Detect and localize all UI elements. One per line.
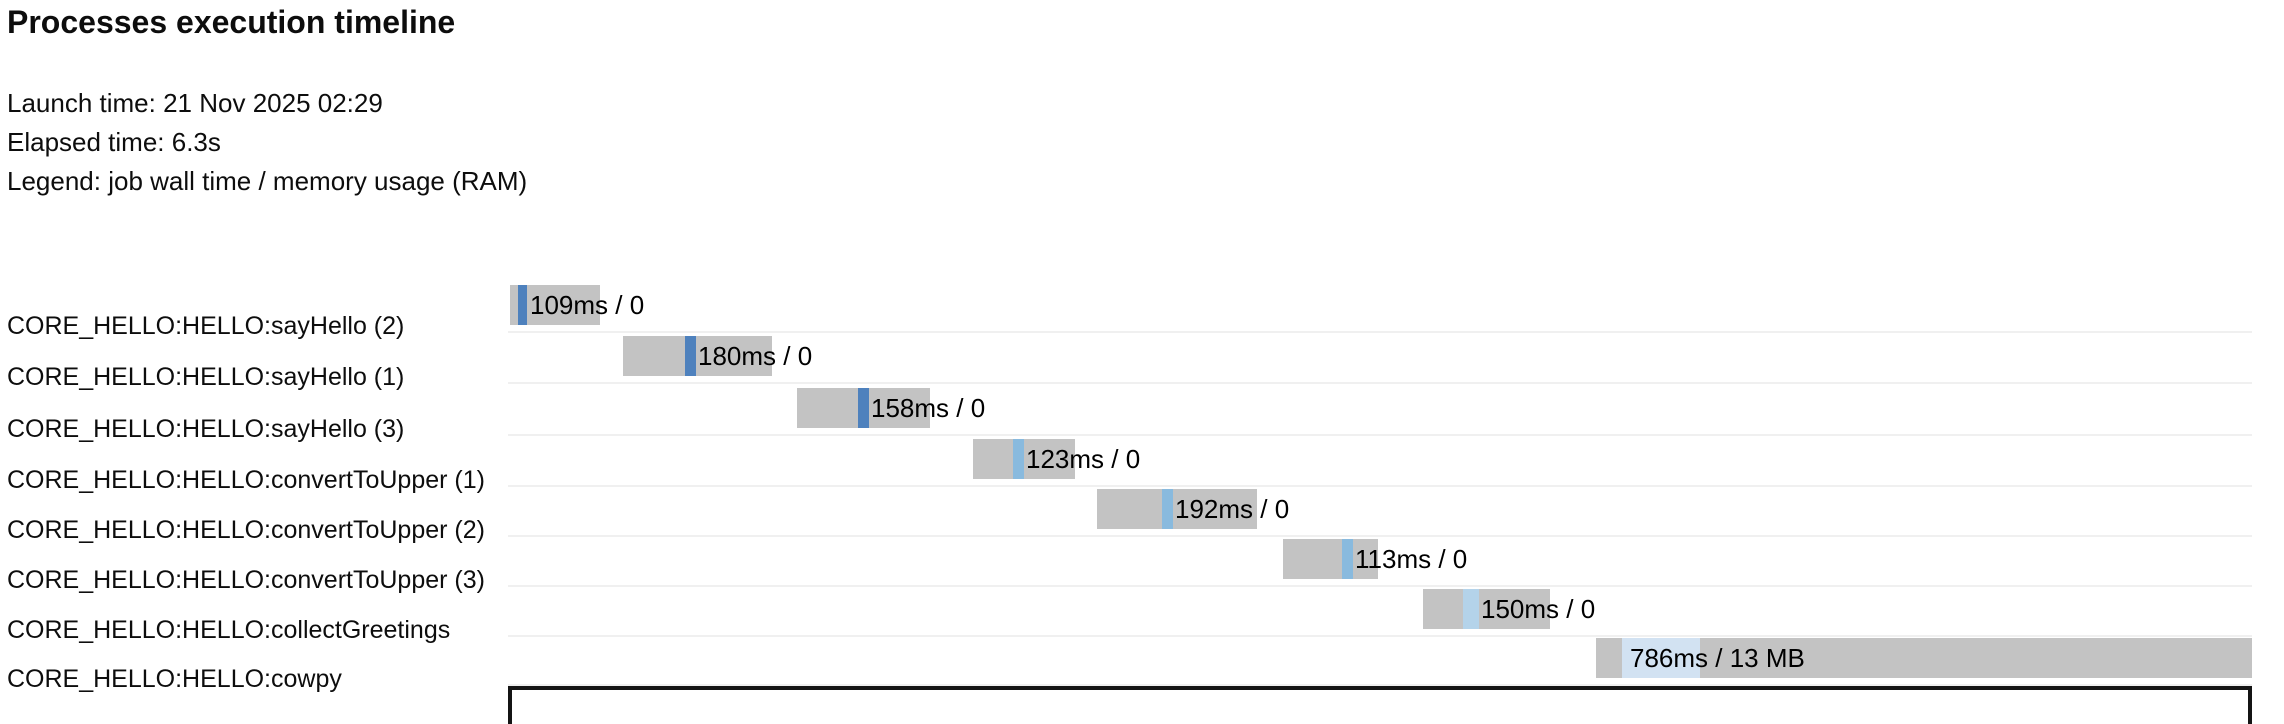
job-bar-track [623,336,772,376]
job-bar-track [1423,589,1550,629]
process-label: CORE_HELLO:HELLO:convertToUpper (3) [7,566,485,594]
row-separator [508,635,2252,637]
process-label: CORE_HELLO:HELLO:collectGreetings [7,616,451,644]
row-separator [508,535,2252,537]
process-label: CORE_HELLO:HELLO:sayHello (2) [7,312,405,340]
job-stats-label: 192ms / 0 [1175,494,1290,524]
elapsed-time-line: Elapsed time: 6.3s [7,127,221,157]
job-walltime-segment [1013,439,1024,479]
job-walltime-segment [1622,638,1700,678]
process-label: CORE_HELLO:HELLO:sayHello (3) [7,415,405,443]
job-stats-label: 123ms / 0 [1026,444,1141,474]
process-label: CORE_HELLO:HELLO:sayHello (1) [7,363,405,391]
row-separator [508,434,2252,436]
job-walltime-segment [518,285,527,325]
job-walltime-segment [685,336,696,376]
row-separator [508,585,2252,587]
row-separator [508,485,2252,487]
job-walltime-segment [1342,539,1353,579]
tasks-table-frame [508,686,2252,724]
job-stats-label: 180ms / 0 [698,341,813,371]
job-bar-track [973,439,1075,479]
row-separator [508,382,2252,384]
job-walltime-segment [858,388,869,428]
row-separator [508,684,2252,686]
page-title: Processes execution timeline [7,4,456,40]
job-bar-track [1097,489,1257,529]
launch-time-line: Launch time: 21 Nov 2025 02:29 [7,88,383,118]
job-bar-track [1596,638,2252,678]
job-stats-label: 158ms / 0 [871,393,986,423]
report-info-block: Launch time: 21 Nov 2025 02:29 Elapsed t… [7,84,527,201]
legend-line: Legend: job wall time / memory usage (RA… [7,166,528,196]
row-separator [508,331,2252,333]
job-stats-label: 113ms / 0 [1355,544,1468,574]
job-bar-track [1283,539,1378,579]
job-stats-label: 109ms / 0 [530,290,645,320]
job-walltime-segment [1162,489,1173,529]
process-label: CORE_HELLO:HELLO:convertToUpper (1) [7,466,485,494]
process-label: CORE_HELLO:HELLO:convertToUpper (2) [7,516,485,544]
job-walltime-segment [1463,589,1479,629]
job-stats-label: 786ms / 13 MB [1630,643,1805,673]
job-stats-label: 150ms / 0 [1481,594,1596,624]
process-label: CORE_HELLO:HELLO:cowpy [7,665,342,693]
